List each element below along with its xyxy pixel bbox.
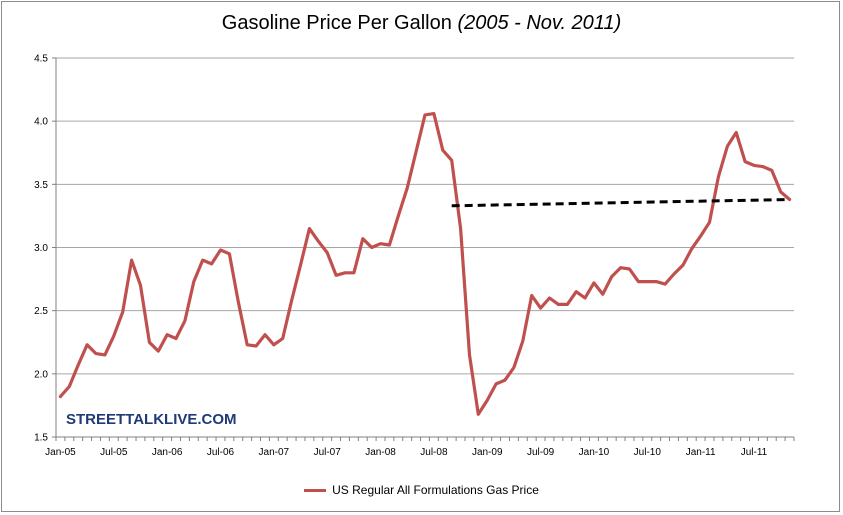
x-tick-label: Jul-11 — [741, 447, 768, 458]
watermark-text: STREETTALKLIVE.COM — [66, 411, 237, 428]
legend-swatch — [304, 488, 327, 492]
axes — [52, 57, 795, 441]
x-tick-label: Jul-10 — [634, 447, 662, 458]
x-tick-label: Jan-08 — [365, 447, 396, 458]
series-layer — [58, 111, 792, 416]
series-line-gas-price — [58, 111, 792, 416]
y-tick-label: 4.0 — [34, 117, 48, 128]
x-tick-label: Jul-09 — [527, 447, 555, 458]
legend: US Regular All Formulations Gas Price — [0, 483, 843, 497]
x-tick-label: Jul-07 — [314, 447, 342, 458]
chart-title: Gasoline Price Per Gallon (2005 - Nov. 2… — [0, 12, 843, 35]
x-tick-label: Jan-09 — [472, 447, 503, 458]
x-tick-labels: Jan-05 Jul-05 Jan-06 Jul-06 Jan-07 Jul-07 Jan-… — [45, 447, 768, 458]
chart-title-subtitle: (2005 - Nov. 2011) — [457, 12, 622, 34]
x-tick-label: Jan-11 — [686, 447, 716, 458]
y-tick-labels: 1.5 2.0 2.5 3.0 3.5 4.0 4.5 — [34, 54, 48, 444]
x-tick-label: Jan-05 — [45, 447, 76, 458]
x-tick-label: Jan-10 — [579, 447, 610, 458]
y-tick-label: 3.0 — [34, 243, 48, 254]
x-tick-label: Jul-06 — [207, 447, 235, 458]
chart-title-main: Gasoline Price Per Gallon — [221, 12, 452, 34]
y-tick-label: 1.5 — [34, 433, 48, 444]
x-tick-label: Jul-08 — [420, 447, 448, 458]
y-tick-label: 3.5 — [34, 180, 48, 191]
x-tick-label: Jan-06 — [152, 447, 183, 458]
x-tick-label: Jan-07 — [259, 447, 290, 458]
x-tick-label: Jul-05 — [100, 447, 128, 458]
y-tick-label: 2.0 — [34, 369, 48, 380]
gridlines — [56, 57, 794, 375]
trendline-dashed — [451, 197, 790, 208]
y-tick-label: 2.5 — [34, 306, 48, 317]
legend-label: US Regular All Formulations Gas Price — [332, 483, 539, 497]
y-tick-label: 4.5 — [34, 54, 48, 65]
